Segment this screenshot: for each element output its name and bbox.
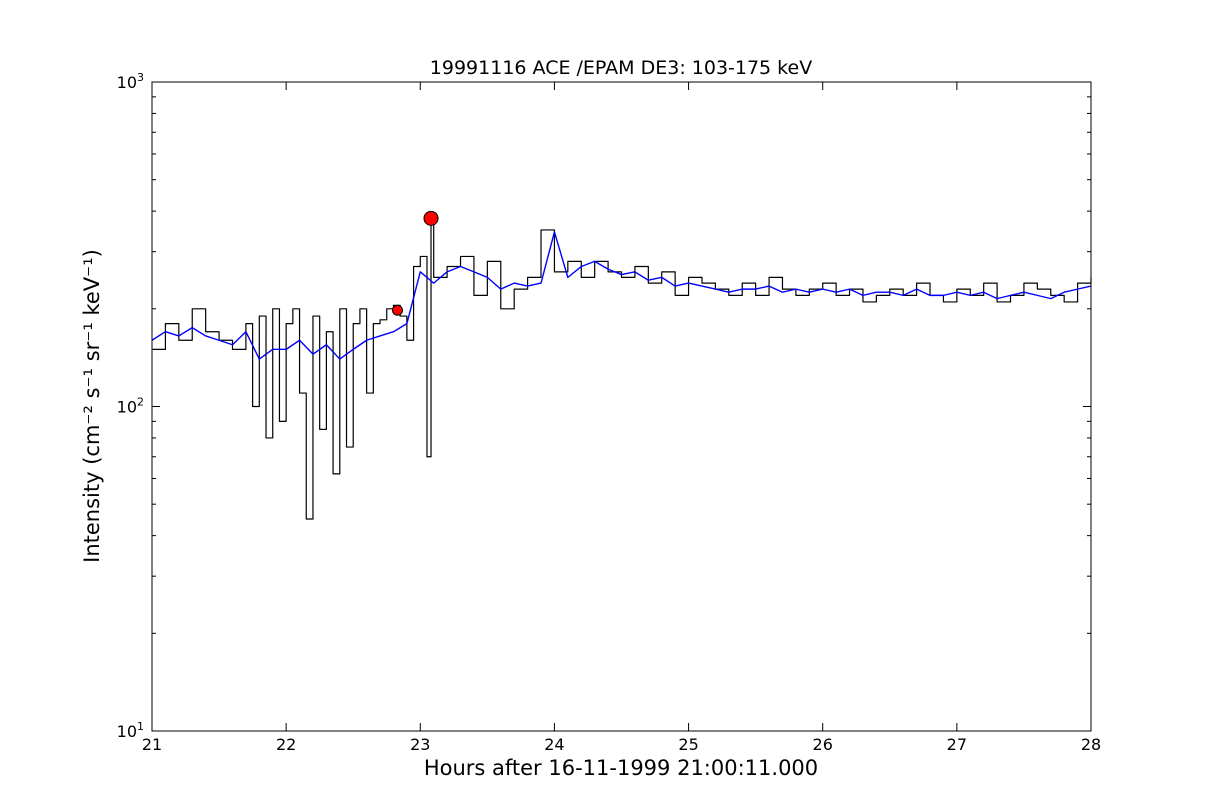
x-tick-label: 26 [813, 735, 833, 754]
y-axis-label: Intensity (cm⁻² s⁻¹ sr⁻¹ keV⁻¹) [80, 249, 104, 563]
y-tick-label: 101 [117, 720, 144, 741]
y-tick-label: 103 [117, 71, 144, 92]
x-tick-label: 27 [947, 735, 967, 754]
x-tick-label: 28 [1081, 735, 1101, 754]
plot-area [151, 210, 1092, 520]
series-line-smoothed [151, 231, 1092, 360]
series-line-raw [152, 221, 1092, 520]
event-marker-1 [391, 304, 403, 316]
chart-title: 19991116 ACE /EPAM DE3: 103-175 keV [430, 57, 812, 79]
x-axis-label: Hours after 16-11-1999 21:00:11.000 [424, 756, 818, 780]
x-tick-label: 21 [142, 735, 162, 754]
x-tick-label: 23 [410, 735, 430, 754]
event-marker-2 [423, 210, 439, 226]
axis-ticks: 21 22 23 24 25 26 27 28 101 102 103 [117, 71, 1102, 754]
y-tick-label: 102 [117, 396, 144, 417]
x-tick-label: 25 [678, 735, 698, 754]
x-tick-label: 24 [544, 735, 564, 754]
x-tick-label: 22 [276, 735, 296, 754]
